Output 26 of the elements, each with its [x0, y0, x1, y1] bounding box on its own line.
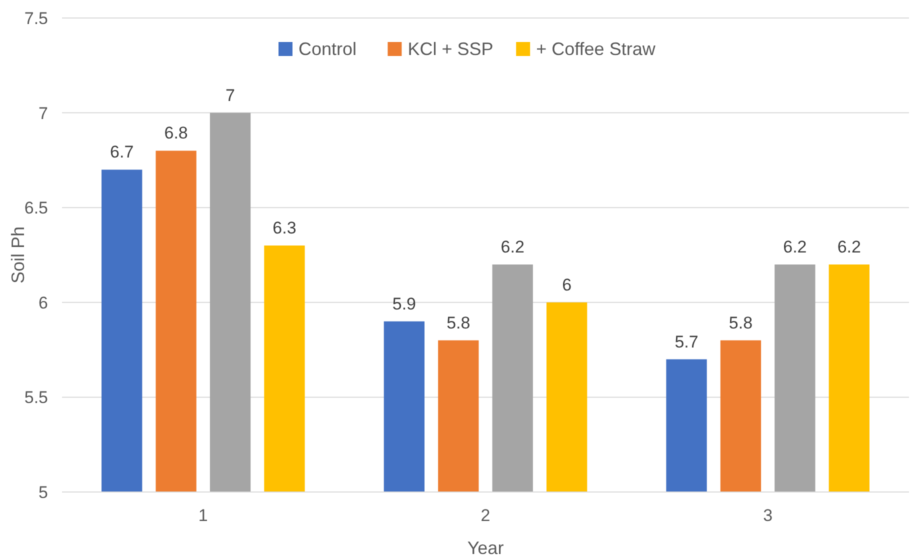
- x-tick-label: 2: [480, 506, 490, 525]
- x-tick-label: 3: [763, 506, 773, 525]
- data-label: 7: [226, 86, 236, 105]
- data-label: 6.7: [110, 142, 134, 162]
- data-label: 6.3: [272, 218, 296, 238]
- y-tick-label: 7: [38, 104, 48, 123]
- data-label: 6: [562, 275, 572, 294]
- y-axis-title: Soil Ph: [8, 226, 28, 284]
- data-label: 5.8: [728, 313, 753, 332]
- y-tick-label: 5: [38, 483, 48, 502]
- y-tick-label: 6: [38, 293, 48, 312]
- data-label: 5.9: [392, 294, 416, 314]
- data-label: 5.7: [674, 332, 698, 352]
- data-label: 5.8: [446, 313, 470, 332]
- y-tick-label: 5.5: [24, 388, 48, 408]
- y-tick-label: 6.5: [24, 198, 48, 218]
- x-tick-label: 1: [198, 506, 208, 525]
- data-label: 6.2: [783, 237, 807, 256]
- legend-label: KCl + SSP: [408, 39, 494, 59]
- data-label: 6.2: [837, 237, 861, 256]
- x-axis-title: Year: [467, 538, 504, 558]
- data-label: 6.8: [164, 124, 188, 143]
- data-label: 6.2: [500, 237, 524, 256]
- legend-label: Control: [298, 39, 357, 59]
- y-tick-label: 7.5: [24, 9, 48, 28]
- legend-label: + Coffee Straw: [536, 39, 656, 59]
